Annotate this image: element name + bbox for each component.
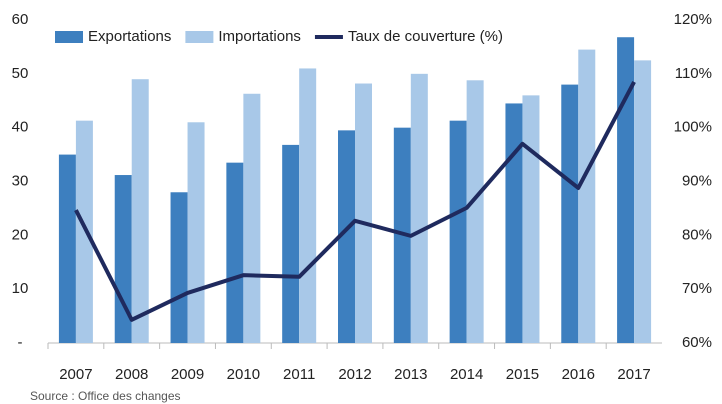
bar (578, 49, 596, 343)
y-tick-label: 30 (12, 172, 29, 189)
bar (114, 175, 132, 343)
bar (282, 144, 300, 343)
y2-tick-label: 120% (674, 11, 712, 28)
bar (505, 103, 523, 343)
bar (338, 130, 355, 343)
y-tick-label: 20 (12, 226, 29, 243)
y2-tick-label: 90% (682, 172, 712, 189)
bar (561, 84, 579, 343)
bar (355, 83, 372, 344)
y2-tick-label: 110% (675, 65, 712, 82)
x-tick-label: 2011 (283, 366, 315, 383)
legend-label: Taux de couverture (%) (348, 28, 503, 45)
y2-tick-label: 100% (674, 119, 712, 136)
x-tick-label: 2012 (338, 366, 371, 383)
bar (634, 60, 652, 343)
bar (58, 154, 76, 343)
x-tick-label: 2009 (171, 366, 204, 383)
bar (449, 120, 467, 343)
y2-tick-label: 60% (682, 334, 712, 351)
y-tick-label: 40 (12, 119, 29, 136)
x-tick-label: 2008 (115, 366, 148, 383)
bar (522, 95, 540, 343)
x-tick-label: 2017 (617, 366, 650, 383)
y-tick-label: 10 (12, 280, 29, 297)
x-tick-label: 2007 (59, 366, 92, 383)
bar (299, 68, 317, 343)
line (74, 80, 636, 322)
bar (75, 120, 93, 343)
bar (243, 93, 261, 343)
bar (410, 73, 428, 343)
x-tick-label: 2016 (562, 366, 595, 383)
bar (466, 80, 484, 343)
y-tick-label: 60 (12, 11, 29, 28)
x-tick-label: 2014 (450, 366, 483, 383)
y2-tick-label: 70% (682, 280, 712, 297)
x-tick-label: 2015 (506, 366, 539, 383)
legend-label: Importations (218, 28, 301, 45)
y2-tick-label: 80% (682, 226, 712, 243)
legend-swatch (185, 31, 214, 43)
source: Source : Office des changes (30, 389, 181, 403)
y-tick-label: 50 (12, 65, 29, 82)
bar (187, 122, 205, 344)
y-tick-label: - (18, 334, 23, 351)
x-tick-label: 2013 (394, 366, 427, 383)
bar (226, 162, 244, 343)
bar (170, 192, 188, 343)
x-tick-label: 2010 (227, 366, 260, 383)
bar (131, 79, 149, 343)
legend-swatch (55, 31, 83, 43)
bar (617, 37, 635, 344)
legend-label: Exportations (88, 28, 171, 45)
